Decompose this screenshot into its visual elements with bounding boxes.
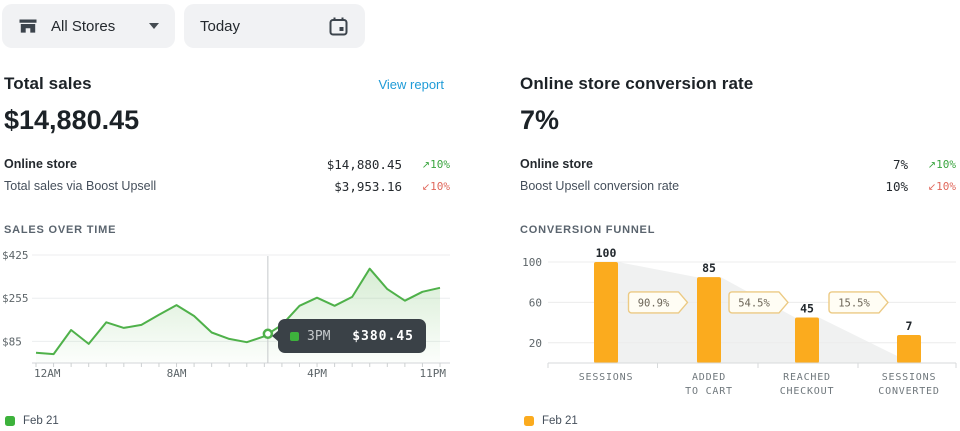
funnel-bar bbox=[697, 277, 721, 363]
conversion-funnel-chart[interactable]: 100 60 20 100 85 45 7 90.9% 54.5% 15.5% SESSIONS AD… bbox=[520, 238, 960, 406]
store-selector-label: All Stores bbox=[51, 17, 116, 35]
y-axis-tick: 100 bbox=[522, 256, 542, 269]
total-sales-panel: Total sales View report $14,880.45 Onlin… bbox=[4, 74, 450, 236]
funnel-category-label: SESSIONS bbox=[579, 372, 634, 383]
funnel-legend-label: Feb 21 bbox=[542, 415, 578, 427]
chart-tooltip: 3PM $380.45 bbox=[272, 319, 426, 353]
kpi-change-down: ↙10% bbox=[402, 180, 450, 193]
funnel-category-label: CHECKOUT bbox=[780, 386, 835, 397]
drop-rate-tag bbox=[828, 291, 889, 314]
kpi-label: Total sales via Boost Upsell bbox=[4, 179, 157, 193]
view-report-link[interactable]: View report bbox=[378, 77, 444, 92]
kpi-change-up: ↗10% bbox=[402, 158, 450, 171]
storefront-icon bbox=[18, 16, 38, 36]
y-axis-tick: 20 bbox=[529, 337, 542, 350]
kpi-value: $14,880.45 bbox=[326, 156, 402, 172]
tooltip-time: 3PM bbox=[307, 328, 331, 344]
kpi-row-online-store: Online store $14,880.45 ↗10% bbox=[4, 153, 450, 175]
conversion-funnel-label: CONVERSION FUNNEL bbox=[520, 224, 656, 236]
kpi-label: Online store bbox=[4, 157, 77, 171]
kpi-label: Boost Upsell conversion rate bbox=[520, 179, 680, 193]
y-axis-tick: 60 bbox=[529, 296, 542, 309]
bar-value-label: 85 bbox=[702, 261, 716, 275]
funnel-category-label: TO CART bbox=[685, 386, 733, 397]
y-axis-tick: $255 bbox=[2, 292, 29, 305]
y-axis-tick: $85 bbox=[2, 335, 22, 348]
x-axis-tick: 11PM bbox=[420, 367, 447, 380]
sales-over-time-chart[interactable]: $425 $255 $85 12AM 8AM 4PM 11PM bbox=[0, 248, 456, 388]
kpi-row-boost-upsell: Boost Upsell conversion rate 10% ↙10% bbox=[520, 175, 956, 197]
bar-value-label: 100 bbox=[596, 246, 617, 260]
kpi-change-up: ↗10% bbox=[908, 158, 956, 171]
sales-line-series bbox=[35, 267, 441, 356]
drop-rate-tag bbox=[627, 291, 689, 314]
funnel-category-label: CONVERTED bbox=[878, 386, 939, 397]
calendar-icon bbox=[328, 16, 349, 37]
sales-legend-label: Feb 21 bbox=[23, 415, 59, 427]
conversion-rate-panel: Online store conversion rate 7% Online s… bbox=[520, 74, 956, 236]
kpi-change-down: ↙10% bbox=[908, 180, 956, 193]
funnel-bar bbox=[795, 317, 819, 363]
funnel-category-label: ADDED bbox=[692, 372, 726, 383]
funnel-legend: Feb 21 bbox=[524, 415, 578, 427]
kpi-value: 7% bbox=[892, 156, 908, 172]
total-sales-title: Total sales bbox=[4, 74, 92, 93]
date-selector-button[interactable]: Today bbox=[184, 4, 365, 48]
trend-up-icon: ↗ bbox=[421, 159, 431, 171]
store-selector-button[interactable]: All Stores bbox=[2, 4, 175, 48]
hover-point-marker bbox=[262, 328, 274, 340]
conversion-rate-title: Online store conversion rate bbox=[520, 74, 754, 93]
total-sales-value: $14,880.45 bbox=[4, 105, 140, 135]
kpi-value: $3,953.16 bbox=[334, 178, 402, 194]
sales-over-time-label: SALES OVER TIME bbox=[4, 224, 117, 236]
bar-value-label: 7 bbox=[906, 319, 913, 333]
funnel-legend-swatch bbox=[524, 416, 534, 426]
change-percent: 10% bbox=[430, 157, 450, 171]
trend-down-icon: ↙ bbox=[927, 181, 937, 193]
drop-rate-value: 90.9% bbox=[638, 297, 670, 309]
x-axis-tick: 8AM bbox=[167, 367, 187, 380]
kpi-row-boost-upsell: Total sales via Boost Upsell $3,953.16 ↙… bbox=[4, 175, 450, 197]
date-selector-label: Today bbox=[200, 17, 241, 35]
kpi-value: 10% bbox=[885, 178, 908, 194]
total-sales-breakdown: Online store $14,880.45 ↗10% Total sales… bbox=[4, 153, 450, 197]
y-axis-tick: $425 bbox=[2, 249, 29, 262]
change-percent: 10% bbox=[430, 179, 450, 193]
x-axis-tick: 12AM bbox=[34, 367, 61, 380]
change-percent: 10% bbox=[936, 157, 956, 171]
drop-rate-value: 15.5% bbox=[838, 297, 870, 309]
kpi-label: Online store bbox=[520, 157, 593, 171]
sales-legend-swatch bbox=[5, 416, 15, 426]
funnel-bar bbox=[897, 335, 921, 363]
sales-legend: Feb 21 bbox=[5, 415, 59, 427]
change-percent: 10% bbox=[936, 179, 956, 193]
funnel-category-label: SESSIONS bbox=[882, 372, 937, 383]
trend-down-icon: ↙ bbox=[421, 181, 431, 193]
drop-rate-value: 54.5% bbox=[738, 297, 770, 309]
x-axis-tick: 4PM bbox=[307, 367, 327, 380]
kpi-row-online-store: Online store 7% ↗10% bbox=[520, 153, 956, 175]
tooltip-value: $380.45 bbox=[352, 328, 414, 344]
funnel-bar bbox=[594, 262, 618, 363]
bar-value-label: 45 bbox=[800, 302, 814, 316]
caret-down-icon bbox=[149, 23, 159, 29]
conversion-breakdown: Online store 7% ↗10% Boost Upsell conver… bbox=[520, 153, 956, 197]
funnel-category-label: REACHED bbox=[783, 372, 831, 383]
conversion-rate-value: 7% bbox=[520, 105, 560, 135]
drop-rate-tag bbox=[728, 291, 789, 314]
tooltip-series-swatch bbox=[290, 331, 299, 341]
trend-up-icon: ↗ bbox=[927, 159, 937, 171]
